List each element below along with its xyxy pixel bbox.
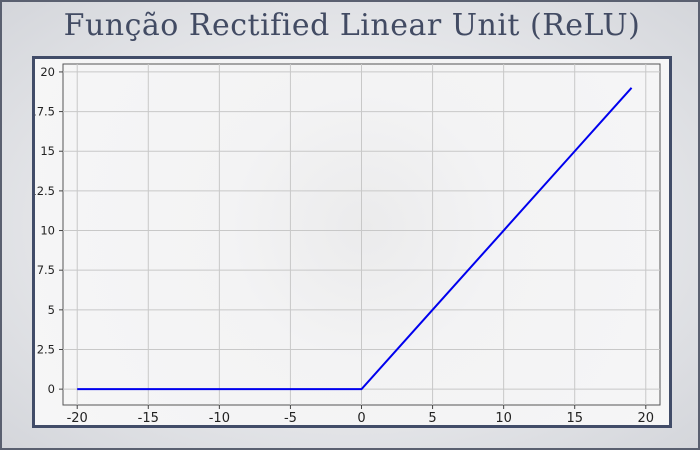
y-tick-label: 5 xyxy=(48,303,55,317)
x-tick-label: -5 xyxy=(284,411,297,425)
y-tick-label: 0 xyxy=(48,382,55,396)
x-tick-label: -20 xyxy=(67,411,88,425)
x-tick-label: 10 xyxy=(495,411,512,425)
y-tick-label: 10 xyxy=(40,224,55,238)
relu-line xyxy=(77,87,633,391)
chart-title: Função Rectified Linear Unit (ReLU) xyxy=(63,8,641,43)
y-tick-label: 17.5 xyxy=(35,105,55,119)
chart-panel: -20 -15 -10 -5 0 5 10 15 20 0 2.5 5 7.5 10 12.5 15 17.5 2… xyxy=(32,56,672,428)
y-tick-label: 7.5 xyxy=(37,263,55,277)
x-tick-label: 15 xyxy=(566,411,583,425)
y-tick-label: 12.5 xyxy=(35,184,55,198)
relu-chart: -20 -15 -10 -5 0 5 10 15 20 0 2.5 5 7.5 10 12.5 15 17.5 2… xyxy=(35,63,661,425)
y-tick-label: 20 xyxy=(40,65,55,79)
x-tick-label: 5 xyxy=(428,411,436,425)
x-tick-label: 20 xyxy=(638,411,655,425)
y-tick-label: 15 xyxy=(40,144,55,158)
x-tick-label: 0 xyxy=(357,411,365,425)
y-tick-label: 2.5 xyxy=(37,342,55,356)
x-tick-label: -15 xyxy=(138,411,159,425)
x-tick-label: -10 xyxy=(209,411,230,425)
